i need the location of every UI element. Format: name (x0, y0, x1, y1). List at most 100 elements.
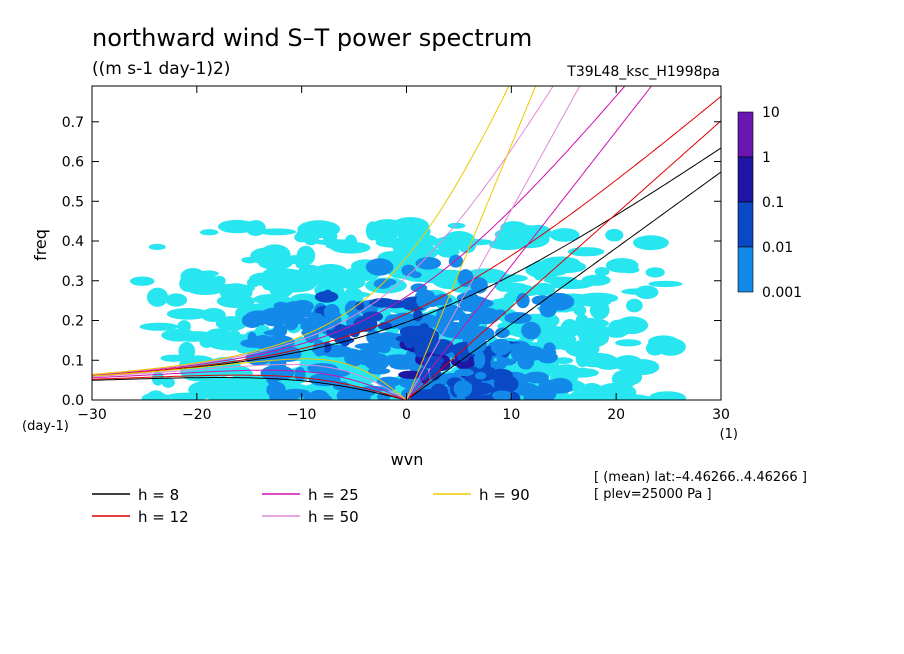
contour-blob (474, 371, 487, 380)
colorbar-label: 10 (762, 105, 780, 121)
contour-patch (339, 290, 363, 299)
contour-patch (626, 298, 643, 313)
annotation-lat: [ (mean) lat:–4.46266..4.46266 ] (594, 470, 807, 485)
contour-patch (205, 328, 234, 343)
contour-patch (279, 255, 314, 265)
contour-patch (605, 228, 624, 242)
rossby-curve (92, 364, 407, 400)
contour-patch (148, 243, 166, 251)
colorbar: 10 1 0.1 0.01 0.001 (737, 105, 802, 301)
contour-blob (465, 289, 477, 303)
y-tick-label: 0.5 (62, 194, 84, 210)
contour-blob (344, 324, 371, 332)
contour-patch (327, 240, 354, 249)
legend-label: h = 12 (138, 508, 189, 526)
mrg-curve (92, 86, 510, 375)
contour-blob (244, 310, 273, 324)
contour-blob (247, 331, 257, 343)
contour-blob (263, 329, 287, 336)
contour-patch (581, 274, 611, 286)
contour-patch (509, 230, 550, 249)
kelvin-curve (406, 86, 581, 400)
contour-blob (416, 292, 434, 309)
contour-patch (504, 312, 532, 324)
contour-blob (535, 348, 557, 356)
contour-blob (414, 340, 439, 353)
contour-patch (288, 378, 301, 388)
contour-patch (356, 348, 379, 364)
contour-patch (447, 222, 466, 229)
x-tick-label: −30 (77, 407, 107, 423)
y-tick-label: 0.7 (62, 115, 84, 131)
contour-patch (161, 377, 175, 388)
contour-patch (510, 285, 524, 296)
contour-blob (415, 257, 442, 270)
contour-patch (146, 287, 169, 307)
contour-patch (611, 369, 638, 389)
kelvin-curve (406, 86, 653, 400)
x-tick-label: −10 (287, 407, 317, 423)
contour-patch (645, 341, 665, 356)
contour-patch (612, 355, 643, 371)
legend-label: h = 90 (479, 486, 530, 504)
rossby-curve (92, 369, 407, 400)
contour-patch (365, 221, 380, 241)
x-axis-label: wvn (391, 450, 424, 469)
contour-blob (418, 367, 429, 381)
contour-patch (245, 220, 266, 236)
contour-patch (166, 308, 210, 320)
contour-patch (366, 329, 381, 345)
x-axis-unit: (1) (720, 427, 738, 442)
contour-patch (576, 292, 619, 304)
contour-patch (615, 339, 642, 347)
legend: h = 8 h = 12 h = 25 h = 50 h = 90 (92, 486, 530, 526)
contour-blob (395, 334, 419, 343)
contour-patch (197, 381, 226, 389)
contour-blob (362, 311, 384, 322)
contour-patch (216, 294, 256, 309)
power-contours (129, 217, 687, 400)
kelvin-curve (406, 86, 537, 400)
contour-patch (575, 314, 589, 326)
contour-patch (165, 293, 188, 307)
contour-patch (367, 367, 391, 375)
contour-patch (567, 247, 605, 257)
x-tick-label: 20 (607, 407, 625, 423)
contour-patch (302, 392, 333, 400)
contour-blob (467, 335, 487, 354)
contour-patch (648, 280, 683, 288)
contour-patch (525, 386, 538, 395)
run-label: T39L48_ksc_H1998pa (566, 64, 720, 80)
contour-patch (344, 391, 372, 399)
y-axis-ticks: 0.0 0.1 0.2 0.3 0.4 0.5 0.6 0.7 (62, 115, 721, 409)
contour-blob (306, 312, 326, 329)
contour-blob (414, 327, 440, 344)
contour-patch (458, 313, 482, 329)
contour-patch (312, 264, 348, 281)
contour-patch (543, 292, 575, 311)
contour-patch (185, 281, 226, 296)
contour-patch (257, 228, 297, 236)
mrg-curve (92, 95, 721, 377)
contour-blob (325, 318, 336, 331)
contour-blob (430, 383, 449, 400)
contour-patch (129, 276, 155, 286)
contour-blob (379, 278, 397, 286)
contour-patch (549, 228, 580, 242)
x-axis-ticks: −30 −20 −10 0 10 20 30 (77, 86, 730, 423)
contour-patch (645, 267, 665, 278)
contour-blob (365, 258, 394, 276)
contour-patch (139, 322, 179, 331)
contour-patch (241, 256, 259, 264)
chart-title: northward wind S–T power spectrum (92, 24, 532, 52)
contour-blob (492, 390, 513, 400)
rossby-curve (92, 358, 407, 400)
contour-patch (141, 392, 171, 400)
contour-patch (281, 388, 311, 398)
contour-blob (323, 289, 332, 298)
contour-blob (355, 301, 365, 311)
colorbar-label: 0.01 (762, 240, 793, 256)
contour-patch (294, 366, 306, 382)
contour-blob (547, 377, 573, 394)
